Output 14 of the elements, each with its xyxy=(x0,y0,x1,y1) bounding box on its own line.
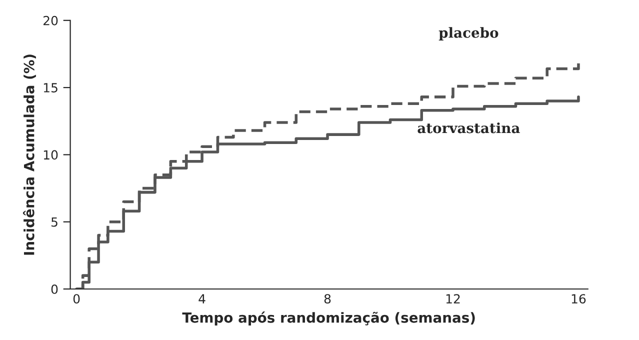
y-tick-label: 0 xyxy=(51,284,58,294)
x-tick-label: 16 xyxy=(572,294,586,304)
y-axis-title: Incidência Acumulada (%) xyxy=(23,54,36,255)
y-tick-label: 5 xyxy=(51,217,58,227)
y-tick-label: 15 xyxy=(44,83,58,92)
x-tick-label: 12 xyxy=(446,294,460,304)
y-tick-label: 20 xyxy=(43,16,58,26)
x-tick-label: 0 xyxy=(73,294,80,304)
x-axis-title: Tempo após randomização (semanas) xyxy=(182,312,475,326)
y-tick-label: 10 xyxy=(44,150,58,160)
series-label: atorvastatina xyxy=(418,122,520,134)
text: placebo xyxy=(438,27,498,41)
x-tick-label: 4 xyxy=(198,294,206,304)
x-tick-label: 8 xyxy=(324,294,331,304)
